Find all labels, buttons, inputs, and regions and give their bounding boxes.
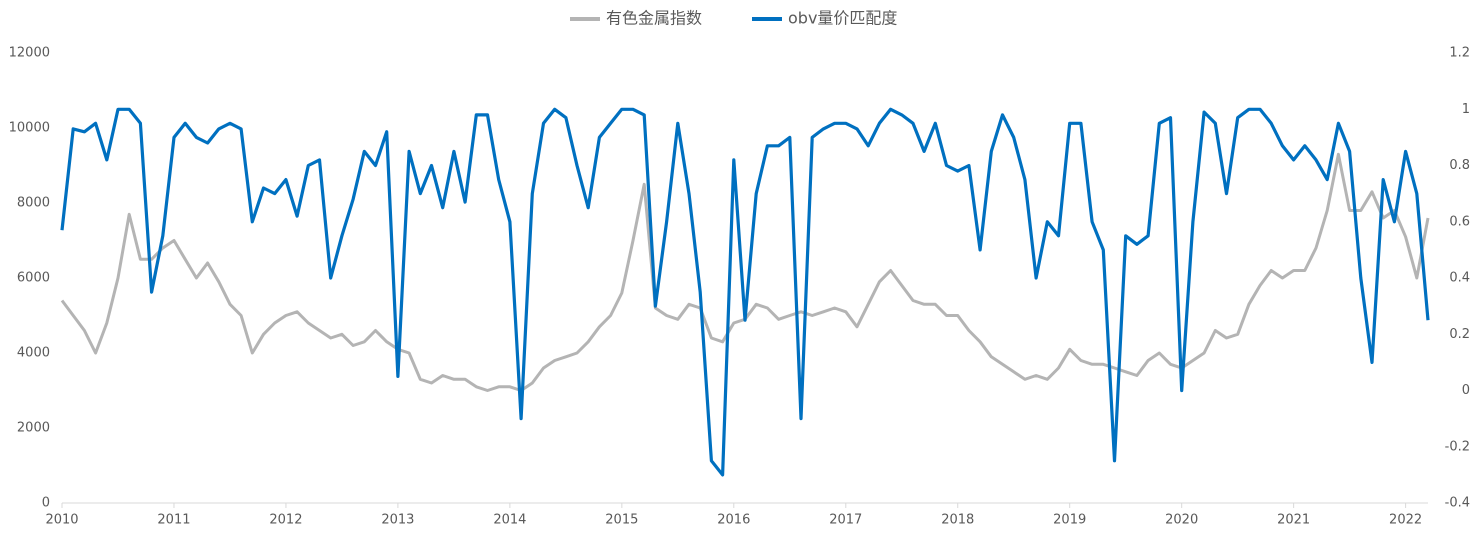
x-tick-label: 2022 [1389,513,1422,528]
x-tick-label: 2010 [45,513,78,528]
y-tick-label: 10000 [9,121,50,136]
x-tick-label: 2015 [605,513,638,528]
x-tick-label: 2018 [941,513,974,528]
y-tick-label: 8000 [17,196,50,211]
x-tick-label: 2016 [717,513,750,528]
y2-tick-label: 0 [1462,383,1470,398]
y-tick-label: 2000 [17,421,50,436]
x-tick-label: 2014 [493,513,526,528]
y-tick-label: 4000 [17,346,50,361]
y2-tick-label: 0.4 [1449,271,1470,286]
legend-label: 有色金属指数 [606,9,702,28]
y-tick-label: 0 [42,496,50,511]
y2-tick-label: 1.2 [1449,46,1470,61]
legend-label: obv量价匹配度 [788,9,897,28]
x-tick-label: 2019 [1053,513,1086,528]
y-tick-label: 6000 [17,271,50,286]
y2-tick-label: 1 [1462,102,1470,117]
series-line [60,107,1430,477]
y2-tick-label: -0.2 [1445,439,1470,454]
x-tick-label: 2017 [829,513,862,528]
y2-tick-label: 0.8 [1449,158,1470,173]
y2-tick-label: 0.2 [1449,327,1470,342]
x-tick-label: 2013 [381,513,414,528]
y2-tick-label: 0.6 [1449,214,1470,229]
x-tick-label: 2012 [269,513,302,528]
x-tick-label: 2020 [1165,513,1198,528]
y2-tick-label: -0.4 [1445,496,1470,511]
y-tick-label: 12000 [9,46,50,61]
x-tick-label: 2011 [157,513,190,528]
x-tick-label: 2021 [1277,513,1310,528]
